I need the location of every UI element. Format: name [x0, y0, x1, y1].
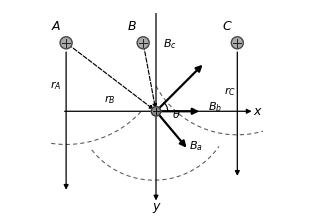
Text: $B_a$: $B_a$: [189, 140, 202, 154]
Text: C: C: [222, 19, 231, 33]
Text: B: B: [128, 19, 137, 33]
Text: $y$: $y$: [152, 201, 162, 214]
Text: A: A: [51, 19, 60, 33]
Text: $x$: $x$: [253, 105, 263, 118]
Text: $r_A$: $r_A$: [50, 79, 61, 92]
Text: $r_C$: $r_C$: [224, 86, 236, 98]
Text: $B_c$: $B_c$: [163, 37, 177, 51]
Circle shape: [151, 106, 161, 116]
Circle shape: [137, 37, 149, 49]
Text: $r_B$: $r_B$: [104, 93, 116, 106]
Circle shape: [231, 37, 243, 49]
Text: $\theta$: $\theta$: [172, 108, 181, 121]
Text: $B_b$: $B_b$: [208, 100, 222, 114]
Circle shape: [60, 37, 72, 49]
